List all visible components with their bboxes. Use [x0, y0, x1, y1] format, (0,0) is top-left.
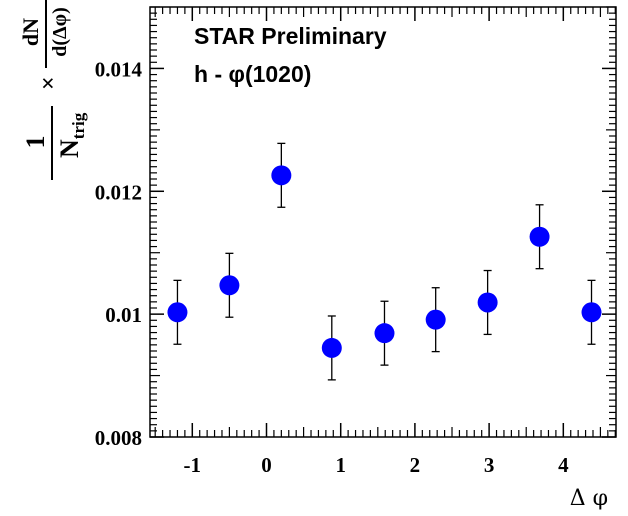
x-tick-label: 4 [558, 453, 569, 477]
y-tick-label: 0.008 [95, 426, 142, 450]
y-label-factor-denominator-main: N [55, 139, 84, 158]
data-point [581, 302, 602, 323]
x-tick-label: 2 [410, 453, 421, 477]
data-point [374, 323, 395, 344]
x-tick-label: -1 [184, 453, 202, 477]
y-label-fraction-denominator: d(Δφ) [49, 7, 71, 56]
data-point [219, 275, 240, 296]
axis-tick-labels: -1 0 1 2 3 4 0.008 0.01 0.012 0.014 [95, 57, 569, 477]
y-tick-label: 0.014 [95, 57, 143, 81]
data-point [529, 226, 550, 247]
data-points [167, 142, 602, 381]
y-label-times: × [36, 76, 62, 90]
annotation-h-phi: h - φ(1020) [194, 61, 311, 87]
data-point [477, 292, 498, 313]
data-point [271, 165, 292, 186]
data-point [167, 302, 188, 323]
y-tick-label: 0.01 [105, 303, 142, 327]
y-axis-label: 1 Ntrig × dN d(Δφ) [18, 0, 88, 180]
y-tick-label: 0.012 [95, 180, 142, 204]
axis-ticks [150, 6, 616, 438]
x-tick-label: 0 [261, 453, 272, 477]
x-tick-label: 3 [484, 453, 495, 477]
data-point [425, 309, 446, 330]
y-label-factor-numerator: 1 [21, 136, 50, 149]
annotation-star-preliminary: STAR Preliminary [194, 23, 387, 49]
y-label-fraction-numerator: dN [18, 18, 43, 46]
x-tick-label: 1 [335, 453, 346, 477]
x-axis-label: Δ φ [570, 486, 608, 511]
y-label-factor-denominator: Ntrig [55, 112, 88, 158]
y-label-factor-denominator-sub: trig [69, 112, 88, 139]
data-point [321, 337, 342, 358]
